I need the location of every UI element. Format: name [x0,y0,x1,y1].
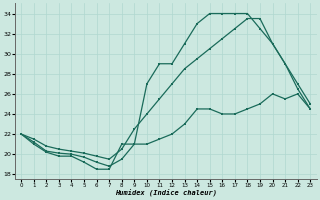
X-axis label: Humidex (Indice chaleur): Humidex (Indice chaleur) [115,189,217,197]
